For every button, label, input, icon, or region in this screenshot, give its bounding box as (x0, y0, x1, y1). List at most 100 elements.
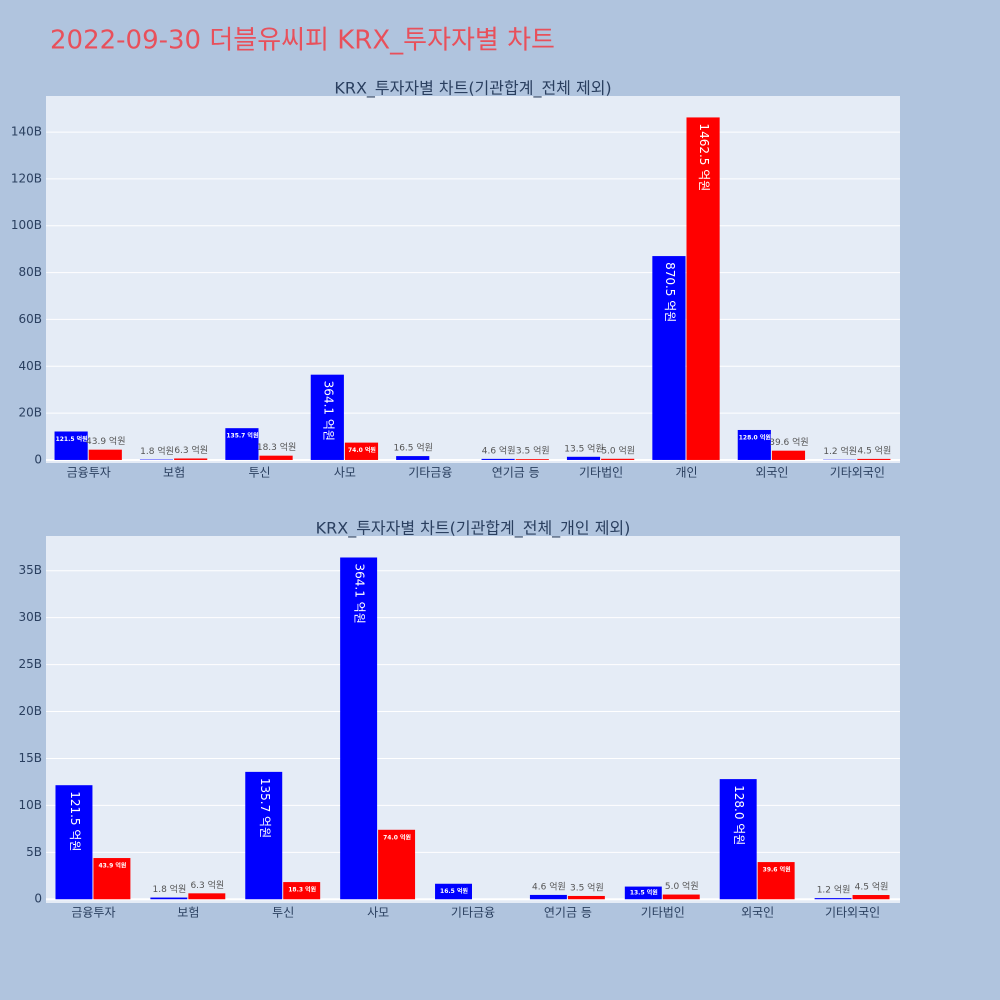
y-tick-label: 0 (34, 452, 42, 466)
y-tick-label: 35B (18, 563, 42, 577)
y-tick-label: 0 (34, 892, 42, 906)
x-tick-label: 기타법인 (641, 906, 685, 920)
data-label: 364.1 억원 (353, 563, 367, 623)
data-label: 39.6 억원 (763, 866, 791, 874)
y-tick-label: 20B (18, 704, 42, 718)
x-tick-label: 외국인 (741, 906, 774, 920)
data-label: 5.0 억원 (665, 880, 699, 892)
x-tick-label: 투신 (248, 466, 270, 480)
bar (225, 428, 259, 460)
data-label: 39.6 억원 (769, 436, 808, 448)
data-label: 74.0 억원 (348, 446, 376, 454)
bar (757, 862, 795, 900)
bar (852, 895, 890, 900)
x-tick-label: 기타외국인 (830, 466, 885, 480)
bar (662, 894, 700, 900)
bar (567, 895, 605, 900)
x-tick-label: 연기금 등 (544, 906, 592, 920)
y-tick-label: 25B (18, 657, 42, 671)
bar (174, 458, 208, 460)
y-tick-label: 20B (18, 406, 42, 420)
y-tick-label: 60B (18, 312, 42, 326)
x-tick-label: 금융투자 (67, 466, 111, 480)
bar (88, 449, 122, 460)
y-tick-label: 120B (11, 171, 42, 185)
bar (245, 771, 283, 900)
bar (601, 458, 635, 460)
bar (310, 374, 344, 460)
data-label: 135.7 억원 (226, 432, 258, 440)
bar (378, 829, 416, 900)
bar (344, 442, 379, 460)
data-label: 1.2 억원 (823, 445, 857, 457)
data-label: 43.9 억원 (98, 862, 126, 870)
data-label: 121.5 억원 (68, 791, 82, 851)
x-tick-label: 연기금 등 (492, 466, 540, 480)
x-tick-label: 개인 (675, 466, 697, 480)
bar (340, 557, 378, 900)
bar (686, 117, 720, 460)
data-label: 18.3 억원 (288, 886, 316, 894)
y-tick-label: 80B (18, 265, 42, 279)
bar (259, 455, 293, 460)
bar (55, 785, 93, 900)
bar (814, 898, 852, 900)
x-tick-label: 보험 (163, 466, 185, 480)
x-tick-label: 기타법인 (579, 466, 623, 480)
data-label: 3.5 억원 (570, 881, 604, 893)
data-label: 1.2 억원 (817, 884, 851, 896)
data-label: 4.6 억원 (482, 444, 516, 456)
y-tick-label: 30B (18, 610, 42, 624)
y-tick-label: 100B (11, 218, 42, 232)
bar (54, 431, 88, 460)
bar (857, 458, 891, 460)
y-tick-label: 10B (18, 798, 42, 812)
y-tick-label: 15B (18, 751, 42, 765)
data-label: 1.8 억원 (152, 883, 186, 895)
plot-area (46, 536, 900, 903)
data-label: 16.5 억원 (393, 442, 432, 454)
data-label: 74.0 억원 (383, 833, 411, 841)
page-title: 2022-09-30 더블유씨피 KRX_투자자별 차트 (50, 26, 555, 56)
y-tick-label: 40B (18, 359, 42, 373)
bar (529, 894, 567, 900)
data-label: 128.0 억원 (732, 785, 746, 845)
data-label: 128.0 억원 (739, 433, 771, 441)
x-tick-label: 기타금융 (451, 906, 495, 920)
bar (150, 897, 188, 900)
data-label: 870.5 억원 (663, 262, 677, 322)
bar (515, 459, 549, 460)
data-label: 6.3 억원 (174, 444, 208, 456)
bar (771, 450, 806, 460)
data-label: 5.0 억원 (601, 444, 635, 456)
x-tick-label: 외국인 (755, 466, 788, 480)
bar (435, 883, 472, 900)
bar (737, 429, 771, 460)
y-tick-label: 5B (26, 845, 42, 859)
data-label: 1.8 억원 (140, 445, 174, 457)
data-label: 1462.5 억원 (697, 123, 711, 191)
bar (719, 779, 757, 900)
chart-title: KRX_투자자별 차트(기관합계_전체 제외) (334, 79, 611, 99)
data-label: 13.5 억원 (564, 442, 603, 454)
data-label: 43.9 억원 (86, 435, 125, 447)
data-label: 18.3 억원 (257, 441, 296, 453)
data-label: 121.5 억원 (56, 435, 88, 443)
plot-area (46, 96, 900, 463)
bar (283, 882, 321, 900)
x-tick-label: 투신 (272, 906, 294, 920)
y-tick-label: 140B (11, 125, 42, 139)
bar (566, 456, 601, 460)
bar (624, 886, 662, 900)
x-tick-label: 보험 (177, 906, 199, 920)
data-label: 13.5 억원 (630, 888, 658, 896)
bar (188, 893, 226, 900)
data-label: 6.3 억원 (190, 879, 224, 891)
bar (93, 858, 131, 900)
data-label: 364.1 억원 (321, 381, 335, 441)
data-label: 135.7 억원 (258, 778, 272, 838)
data-label: 16.5 억원 (440, 887, 468, 895)
data-label: 4.5 억원 (855, 881, 889, 893)
